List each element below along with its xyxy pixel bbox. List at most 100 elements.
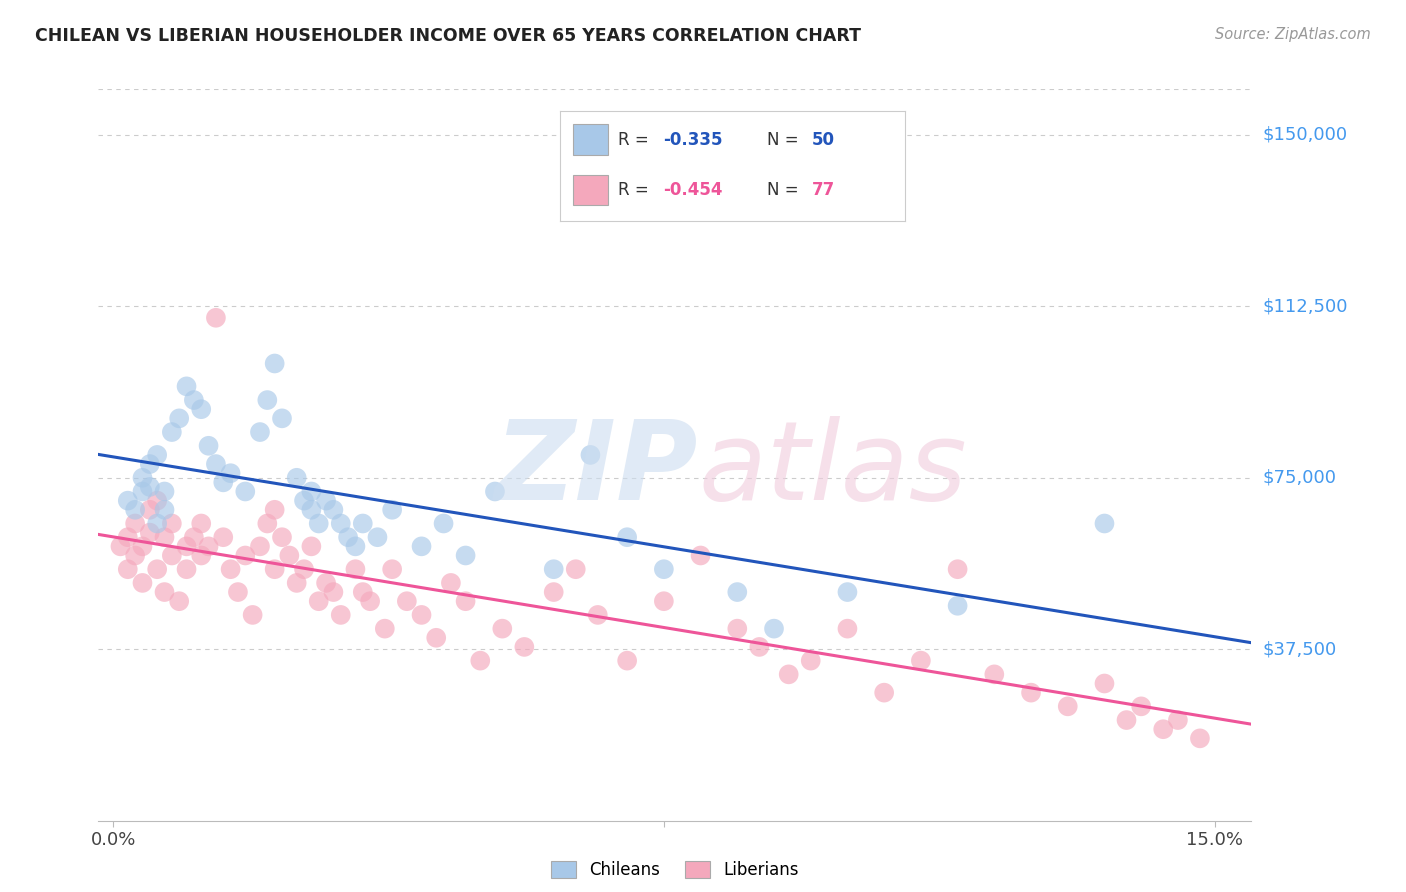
- Point: [946, 562, 969, 576]
- Point: [586, 607, 609, 622]
- Point: [233, 549, 256, 563]
- Point: [778, 667, 800, 681]
- Point: [1115, 713, 1137, 727]
- Point: [167, 411, 190, 425]
- Point: [146, 516, 169, 531]
- Point: [344, 539, 367, 553]
- Point: [256, 392, 278, 407]
- Point: [543, 585, 565, 599]
- Point: [411, 539, 433, 553]
- Point: [183, 392, 205, 407]
- Point: [1094, 516, 1116, 531]
- Point: [1056, 699, 1078, 714]
- Point: [110, 539, 132, 553]
- Point: [299, 502, 322, 516]
- Point: [411, 607, 433, 622]
- Point: [256, 516, 278, 531]
- Point: [285, 576, 308, 591]
- Point: [315, 576, 337, 591]
- Point: [322, 585, 344, 599]
- Point: [117, 493, 139, 508]
- Point: [352, 516, 374, 531]
- Point: [800, 654, 823, 668]
- Point: [299, 484, 322, 499]
- Point: [337, 530, 360, 544]
- Point: [837, 585, 859, 599]
- Point: [983, 667, 1005, 681]
- Point: [344, 562, 367, 576]
- Point: [381, 502, 404, 516]
- Point: [725, 585, 748, 599]
- Text: ZIP: ZIP: [495, 416, 697, 523]
- Point: [131, 484, 153, 499]
- Point: [160, 425, 183, 439]
- Point: [285, 471, 308, 485]
- Point: [454, 549, 477, 563]
- Point: [763, 622, 786, 636]
- Point: [564, 562, 586, 576]
- Point: [233, 484, 256, 499]
- Point: [432, 516, 454, 531]
- Point: [329, 516, 352, 531]
- Point: [513, 640, 536, 654]
- Point: [131, 539, 153, 553]
- Point: [1130, 699, 1153, 714]
- Point: [381, 562, 404, 576]
- Point: [153, 530, 176, 544]
- Point: [543, 562, 565, 576]
- Text: $150,000: $150,000: [1263, 126, 1348, 144]
- Point: [1152, 723, 1174, 737]
- Point: [131, 576, 153, 591]
- Point: [212, 530, 235, 544]
- Point: [139, 457, 162, 471]
- Point: [292, 562, 315, 576]
- Point: [873, 685, 896, 699]
- Point: [205, 310, 228, 325]
- Point: [176, 562, 198, 576]
- Point: [263, 562, 285, 576]
- Point: [190, 549, 212, 563]
- Point: [176, 539, 198, 553]
- Point: [131, 471, 153, 485]
- Point: [374, 622, 396, 636]
- Point: [190, 516, 212, 531]
- Point: [725, 622, 748, 636]
- Text: $112,500: $112,500: [1263, 297, 1348, 316]
- Point: [139, 480, 162, 494]
- Point: [117, 530, 139, 544]
- Point: [160, 516, 183, 531]
- Point: [117, 562, 139, 576]
- Point: [1094, 676, 1116, 690]
- Point: [271, 530, 294, 544]
- Point: [219, 466, 242, 480]
- Point: [299, 539, 322, 553]
- Point: [454, 594, 477, 608]
- Point: [183, 530, 205, 544]
- Legend: Chileans, Liberians: Chileans, Liberians: [544, 854, 806, 886]
- Point: [470, 654, 492, 668]
- Point: [689, 549, 711, 563]
- Point: [249, 539, 271, 553]
- Point: [837, 622, 859, 636]
- Text: Source: ZipAtlas.com: Source: ZipAtlas.com: [1215, 27, 1371, 42]
- Point: [292, 493, 315, 508]
- Point: [278, 549, 301, 563]
- Text: $37,500: $37,500: [1263, 640, 1337, 658]
- Point: [153, 484, 176, 499]
- Point: [616, 530, 638, 544]
- Text: $75,000: $75,000: [1263, 469, 1337, 487]
- Point: [205, 457, 228, 471]
- Point: [249, 425, 271, 439]
- Point: [139, 502, 162, 516]
- Point: [219, 562, 242, 576]
- Point: [160, 549, 183, 563]
- Point: [425, 631, 447, 645]
- Point: [652, 562, 675, 576]
- Point: [491, 622, 513, 636]
- Point: [329, 607, 352, 622]
- Point: [366, 530, 388, 544]
- Point: [946, 599, 969, 613]
- Text: atlas: atlas: [697, 416, 966, 523]
- Point: [167, 594, 190, 608]
- Point: [146, 493, 169, 508]
